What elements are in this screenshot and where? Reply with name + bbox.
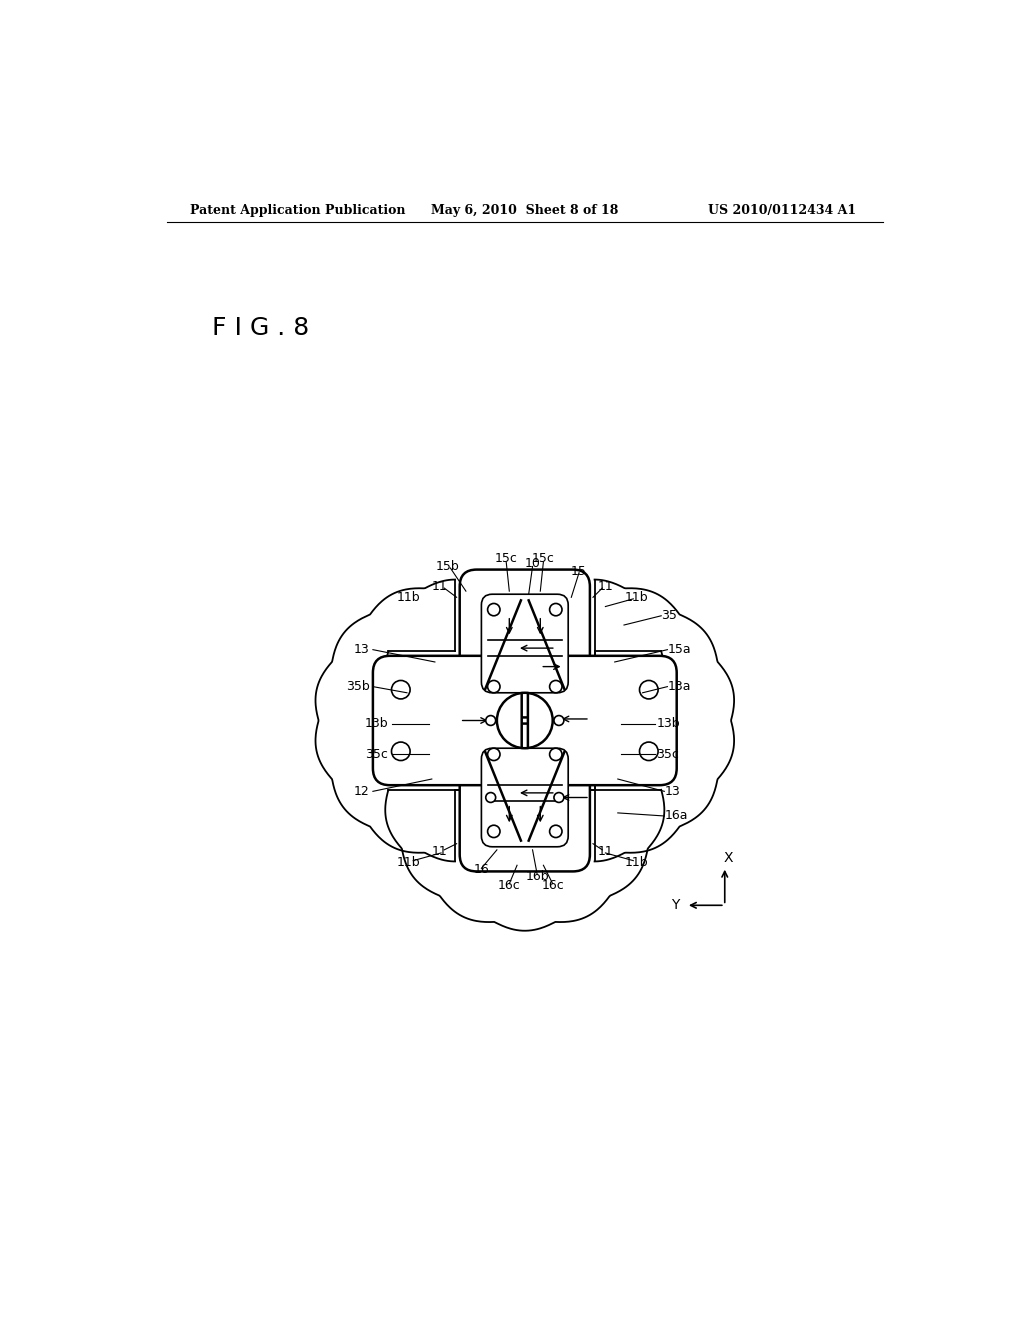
Text: 10: 10 bbox=[524, 557, 541, 570]
Text: 16c: 16c bbox=[542, 879, 564, 892]
Text: 35b: 35b bbox=[346, 680, 370, 693]
Text: 11b: 11b bbox=[396, 855, 421, 869]
Text: X: X bbox=[723, 850, 732, 865]
Text: 16c: 16c bbox=[498, 879, 520, 892]
Text: 15a: 15a bbox=[668, 643, 691, 656]
Circle shape bbox=[487, 748, 500, 760]
Text: 16b: 16b bbox=[525, 870, 549, 883]
Text: 16: 16 bbox=[473, 863, 489, 876]
Circle shape bbox=[640, 681, 658, 700]
FancyBboxPatch shape bbox=[460, 570, 590, 718]
Text: 11: 11 bbox=[432, 579, 447, 593]
Text: Y: Y bbox=[671, 899, 679, 912]
Text: 11b: 11b bbox=[396, 591, 421, 603]
Text: 13b: 13b bbox=[656, 717, 680, 730]
Circle shape bbox=[391, 742, 410, 760]
Text: 13b: 13b bbox=[365, 717, 388, 730]
Circle shape bbox=[487, 603, 500, 616]
Text: 15c: 15c bbox=[531, 552, 555, 565]
Text: 15b: 15b bbox=[435, 560, 459, 573]
Text: F I G . 8: F I G . 8 bbox=[212, 315, 309, 339]
FancyBboxPatch shape bbox=[481, 594, 568, 693]
Circle shape bbox=[485, 715, 496, 726]
Circle shape bbox=[640, 742, 658, 760]
Circle shape bbox=[485, 792, 496, 803]
Circle shape bbox=[550, 603, 562, 616]
Circle shape bbox=[554, 792, 564, 803]
Circle shape bbox=[391, 681, 410, 700]
Text: 11b: 11b bbox=[625, 855, 648, 869]
Text: US 2010/0112434 A1: US 2010/0112434 A1 bbox=[709, 205, 856, 218]
Text: Patent Application Publication: Patent Application Publication bbox=[190, 205, 406, 218]
Text: 11: 11 bbox=[598, 845, 613, 858]
Text: 15c: 15c bbox=[495, 552, 518, 565]
Text: 16a: 16a bbox=[665, 809, 688, 822]
Text: 13: 13 bbox=[665, 785, 680, 797]
FancyBboxPatch shape bbox=[481, 748, 568, 847]
Circle shape bbox=[487, 825, 500, 838]
Circle shape bbox=[550, 825, 562, 838]
Circle shape bbox=[550, 748, 562, 760]
Text: 12: 12 bbox=[354, 785, 370, 797]
Text: 13a: 13a bbox=[668, 680, 691, 693]
Circle shape bbox=[554, 715, 564, 726]
Text: May 6, 2010  Sheet 8 of 18: May 6, 2010 Sheet 8 of 18 bbox=[431, 205, 618, 218]
Text: 11: 11 bbox=[598, 579, 613, 593]
Circle shape bbox=[487, 681, 500, 693]
Text: 11: 11 bbox=[432, 845, 447, 858]
Circle shape bbox=[550, 681, 562, 693]
Text: 13: 13 bbox=[354, 643, 370, 656]
Text: 35c: 35c bbox=[366, 748, 388, 760]
FancyBboxPatch shape bbox=[373, 656, 521, 785]
Text: 35c: 35c bbox=[656, 748, 680, 760]
Text: 11b: 11b bbox=[625, 591, 648, 603]
FancyBboxPatch shape bbox=[460, 723, 590, 871]
Text: 15: 15 bbox=[571, 565, 587, 578]
Text: 35: 35 bbox=[662, 610, 677, 622]
FancyBboxPatch shape bbox=[528, 656, 677, 785]
